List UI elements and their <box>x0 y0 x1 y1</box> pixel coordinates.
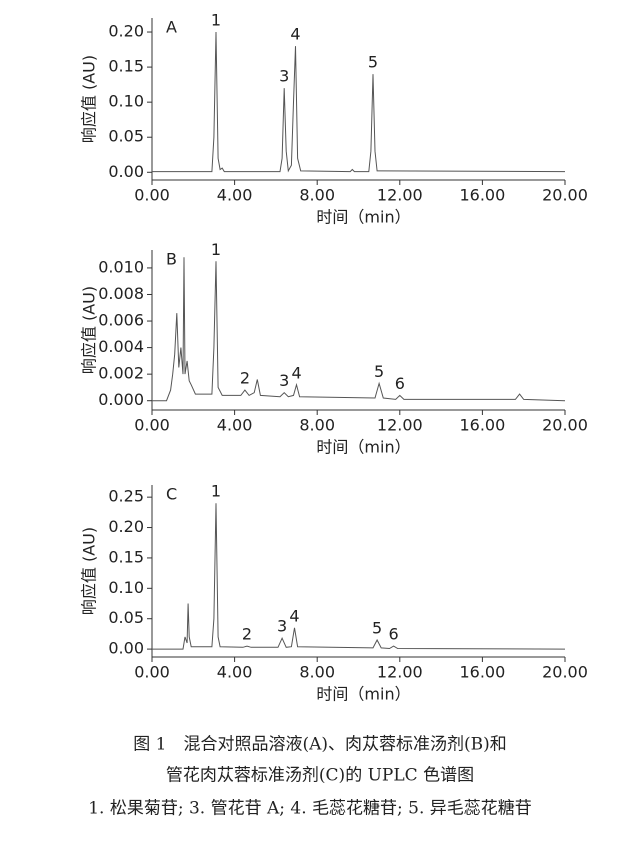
trace <box>152 503 566 650</box>
trace <box>152 31 566 173</box>
peak-label: 4 <box>290 25 300 44</box>
peak-label: 1 <box>211 482 221 501</box>
x-tick-label: 12.00 <box>377 663 423 682</box>
x-tick-label: 0.00 <box>134 186 170 205</box>
panel-label: C <box>166 485 177 504</box>
x-tick-label: 16.00 <box>459 663 505 682</box>
y-tick-label: 0.002 <box>98 364 144 383</box>
y-tick-label: 0.05 <box>108 127 144 146</box>
x-tick-label: 8.00 <box>299 416 335 435</box>
x-axis-label: 时间（min） <box>316 438 410 457</box>
y-tick-label: 0.20 <box>108 517 144 536</box>
y-axis-label: 响应值 (AU) <box>80 527 99 615</box>
panel-label: B <box>166 250 177 269</box>
y-tick-label: 0.15 <box>108 57 144 76</box>
trace <box>152 257 566 402</box>
caption-line: 管花肉苁蓉标准汤剂(C)的 UPLC 色谱图 <box>166 766 474 786</box>
y-tick-label: 0.000 <box>98 390 144 409</box>
x-tick-label: 0.00 <box>134 663 170 682</box>
x-tick-label: 16.00 <box>459 416 505 435</box>
peak-label: 5 <box>368 53 378 72</box>
caption-line: 1. 松果菊苷; 3. 管花苷 A; 4. 毛蕊花糖苷; 5. 异毛蕊花糖苷 <box>88 799 532 819</box>
peak-label: 1 <box>211 240 221 259</box>
x-tick-label: 16.00 <box>459 186 505 205</box>
x-tick-label: 4.00 <box>217 416 253 435</box>
x-axis-label: 时间（min） <box>316 208 410 227</box>
y-axis-label: 响应值 (AU) <box>80 55 99 143</box>
y-tick-label: 0.004 <box>98 337 144 356</box>
y-tick-label: 0.20 <box>108 22 144 41</box>
y-tick-label: 0.10 <box>108 92 144 111</box>
y-tick-label: 0.010 <box>98 257 144 276</box>
peak-label: 5 <box>372 618 382 637</box>
peak-label: 2 <box>240 369 250 388</box>
x-tick-label: 20.00 <box>542 663 588 682</box>
y-tick-label: 0.15 <box>108 547 144 566</box>
peak-label: 6 <box>395 374 405 393</box>
peak-label: 6 <box>389 625 399 644</box>
y-tick-label: 0.10 <box>108 578 144 597</box>
x-tick-label: 4.00 <box>217 186 253 205</box>
peak-label: 3 <box>279 67 289 86</box>
peak-label: 1 <box>211 11 221 30</box>
peak-label: 5 <box>374 362 384 381</box>
y-axis-label: 响应值 (AU) <box>80 286 99 374</box>
y-tick-label: 0.05 <box>108 608 144 627</box>
x-tick-label: 12.00 <box>377 416 423 435</box>
x-tick-label: 20.00 <box>542 416 588 435</box>
x-tick-label: 8.00 <box>299 663 335 682</box>
x-tick-label: 0.00 <box>134 416 170 435</box>
y-tick-label: 0.00 <box>108 639 144 658</box>
peak-label: 3 <box>277 617 287 636</box>
y-tick-label: 0.008 <box>98 284 144 303</box>
panel-label: A <box>166 18 177 37</box>
peak-label: 4 <box>291 363 301 382</box>
y-tick-label: 0.006 <box>98 311 144 330</box>
peak-label: 4 <box>289 606 299 625</box>
peak-label: 2 <box>242 625 252 644</box>
x-tick-label: 12.00 <box>377 186 423 205</box>
x-tick-label: 4.00 <box>217 663 253 682</box>
caption-line: 图 1 混合对照品溶液(A)、肉苁蓉标准汤剂(B)和 <box>133 735 507 755</box>
x-tick-label: 8.00 <box>299 186 335 205</box>
peak-label: 3 <box>279 371 289 390</box>
x-tick-label: 20.00 <box>542 186 588 205</box>
x-axis-label: 时间（min） <box>316 685 410 704</box>
y-tick-label: 0.25 <box>108 487 144 506</box>
y-tick-label: 0.00 <box>108 162 144 181</box>
